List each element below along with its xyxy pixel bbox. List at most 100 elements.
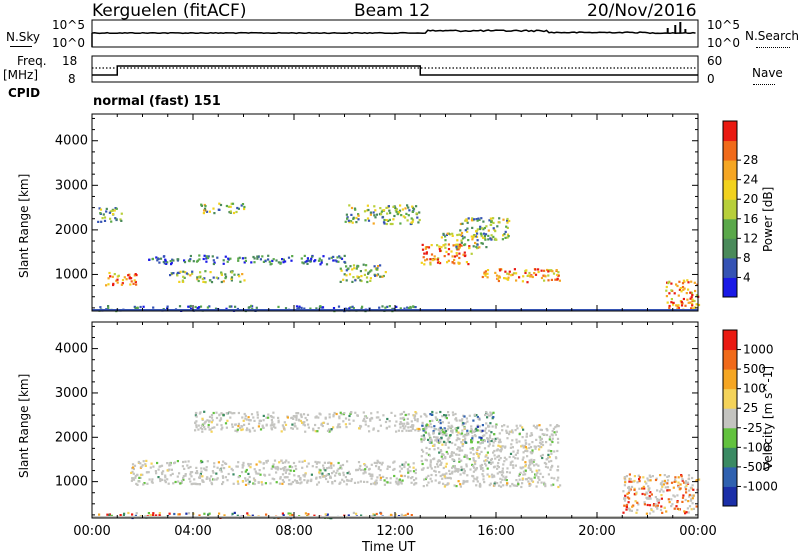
scatter-cell [403,422,406,425]
scatter-cell [303,424,307,427]
scatter-cell [683,287,686,290]
scatter-cell [184,271,187,274]
scatter-cell [666,489,669,492]
scatter-cell [385,222,388,226]
scatter-cell [488,484,491,487]
scatter-cell [474,235,477,238]
scatter-cell [637,503,640,506]
scatter-cell [451,429,454,432]
colorbar-tick-label: 20 [743,192,758,206]
scatter-cell [471,447,474,450]
scatter-cell [373,214,376,217]
x-axis-title: Time UT [362,540,416,555]
scatter-cell [670,298,673,301]
scatter-cell [458,233,461,236]
scatter-cell [194,414,197,417]
scatter-cell [416,420,419,423]
scatter-cell [480,437,483,440]
scatter-cell [191,471,194,474]
scatter-cell [468,247,471,250]
scatter-cell [494,439,497,442]
scatter-cell [193,478,196,481]
scatter-cell [277,305,280,308]
scatter-cell [312,429,315,432]
scatter-cell [340,467,343,470]
scatter-cell [676,284,679,288]
scatter-cell [451,451,454,454]
scatter-cell [222,414,225,417]
scatter-cell [540,428,543,432]
scatter-cell [425,459,428,462]
scatter-cell [386,467,389,470]
scatter-cell [338,473,341,476]
scatter-cell [389,477,392,480]
scatter-cell [498,221,501,224]
scatter-cell [140,465,143,468]
scatter-cell [508,455,511,459]
scatter-cell [318,412,321,415]
scatter-cell [348,204,351,207]
scatter-cell [288,465,291,468]
scatter-cell [135,482,138,485]
scatter-cell [148,478,151,481]
scatter-cell [307,423,310,426]
scatter-cell [310,473,313,476]
scatter-cell [334,474,337,477]
plot-bg [92,114,698,311]
scatter-cell [502,234,505,237]
scatter-cell [424,246,428,249]
scatter-cell [668,306,671,309]
scatter-cell [473,218,476,221]
scatter-cell [463,455,466,458]
scatter-cell [517,483,520,486]
scatter-cell [248,419,251,422]
scatter-cell [682,297,685,301]
scatter-cell [444,239,447,242]
scatter-cell [310,257,313,260]
scatter-cell [524,473,527,476]
scatter-cell [332,413,335,417]
scatter-cell [457,431,460,434]
scatter-cell [226,260,229,263]
scatter-cell [516,449,520,452]
scatter-cell [407,206,410,209]
scatter-cell [192,260,195,263]
scatter-cell [377,416,380,419]
scatter-cell [418,211,421,214]
scatter-cell [412,305,415,308]
scatter-cell [171,272,174,275]
scatter-cell [497,441,501,444]
scatter-cell [384,420,388,424]
scatter-cell [547,456,550,459]
scatter-cell [250,413,254,416]
scatter-cell [496,437,499,440]
scatter-cell [486,467,489,470]
scatter-cell [265,461,268,464]
scatter-cell [342,278,345,281]
scatter-cell [674,478,677,481]
scatter-cell [228,465,231,468]
scatter-cell [442,232,445,235]
scatter-cell [417,221,420,224]
scatter-cell [337,461,340,465]
scatter-cell [478,218,481,221]
scatter-cell [556,479,559,482]
scatter-cell [403,463,406,466]
scatter-cell [624,481,627,484]
scatter-cell [475,478,478,481]
scatter-cell [670,481,674,484]
scatter-cell [291,513,294,517]
scatter-cell [365,465,368,468]
scatter-cell [247,462,250,466]
scatter-cell [557,425,560,428]
scatter-cell [463,254,466,258]
scatter-cell [557,274,560,277]
scatter-cell [462,253,465,256]
scatter-cell [557,465,560,468]
scatter-cell [538,441,542,444]
scatter-cell [313,260,316,263]
scatter-cell [151,257,154,260]
scatter-cell [265,424,268,427]
